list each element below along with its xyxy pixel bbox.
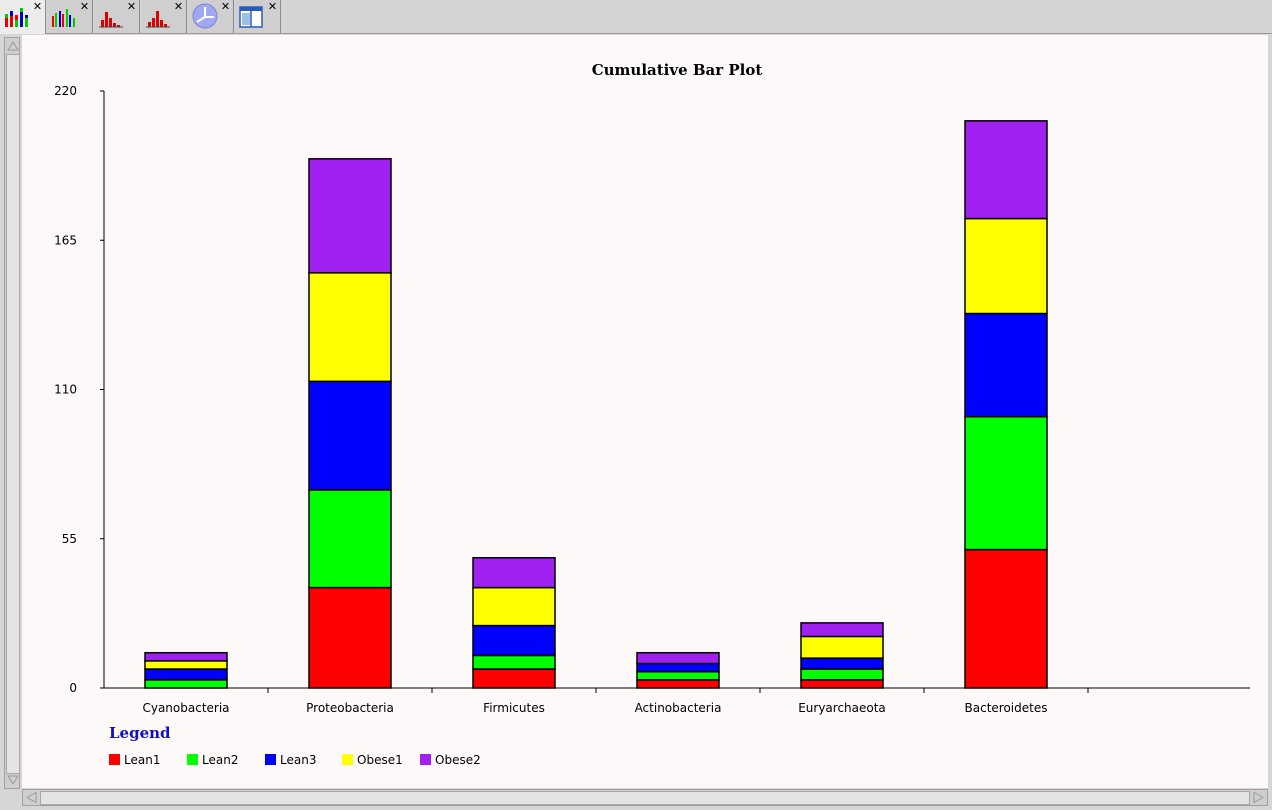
x-tick-label: Cyanobacteria: [142, 701, 229, 715]
x-tick-label: Firmicutes: [483, 701, 545, 715]
legend-label: Lean1: [124, 753, 161, 767]
y-tick-label: 165: [54, 233, 77, 247]
horizontal-scroll-thumb[interactable]: [40, 791, 1250, 805]
bar-segment-obese1: [144, 660, 228, 670]
grouped-bar-chart-icon: [51, 6, 77, 32]
histogram-icon: [98, 6, 124, 32]
bar-segment-lean1: [800, 679, 884, 689]
vertical-scroll-thumb[interactable]: [6, 54, 20, 774]
bar-segment-lean2: [472, 654, 556, 670]
bar-segment-obese2: [964, 120, 1048, 220]
bar-segment-obese2: [636, 651, 720, 665]
scroll-down-arrow-icon[interactable]: [6, 773, 20, 787]
tab-histogram-2[interactable]: ✕: [141, 0, 187, 33]
axes-plot-icon: [192, 3, 218, 33]
horizontal-scrollbar[interactable]: [22, 789, 1268, 806]
bar-segment-obese1: [472, 586, 556, 627]
close-tab-icon[interactable]: ✕: [267, 0, 278, 13]
bar-segment-lean2: [636, 670, 720, 681]
bar-segment-lean3: [472, 624, 556, 657]
bar-segment-obese1: [308, 272, 392, 383]
legend-label: Obese2: [435, 753, 481, 767]
close-tab-icon[interactable]: ✕: [173, 0, 184, 13]
bar-segment-lean2: [144, 679, 228, 689]
histogram-icon: [145, 6, 171, 32]
table-window-icon: [239, 6, 263, 32]
tab-histogram-1[interactable]: ✕: [94, 0, 140, 33]
bar-segment-lean1: [472, 668, 556, 689]
bar-segment-lean3: [964, 312, 1048, 418]
plot-area: Cumulative Bar Plot 0 55 110 165 220 Cyanobac…: [22, 35, 1268, 788]
legend-label: Lean3: [280, 753, 317, 767]
bar-segment-obese1: [800, 635, 884, 659]
y-tick-label: 110: [54, 383, 77, 397]
y-tick-label: 0: [69, 681, 77, 695]
bar-segment-lean1: [636, 679, 720, 689]
x-tick-label: Bacteroidetes: [965, 701, 1048, 715]
legend-swatch: [109, 754, 120, 765]
bar-segment-obese2: [472, 556, 556, 589]
legend-label: Obese1: [357, 753, 403, 767]
close-tab-icon[interactable]: ✕: [32, 0, 43, 13]
legend-swatch: [420, 754, 431, 765]
stacked-bar-chart-icon: [4, 6, 30, 32]
bar-segment-lean2: [800, 668, 884, 681]
tab-table-window[interactable]: ✕: [235, 0, 281, 33]
close-tab-icon[interactable]: ✕: [79, 0, 90, 13]
tab-axes-plot[interactable]: ✕: [188, 0, 234, 33]
bar-segment-obese2: [308, 158, 392, 274]
bar-segment-lean3: [800, 657, 884, 670]
legend-label: Lean2: [202, 753, 239, 767]
chart-title: Cumulative Bar Plot: [591, 61, 763, 79]
legend-title: Legend: [109, 724, 171, 742]
x-tick-label: Euryarchaeota: [798, 701, 886, 715]
bar-segment-lean1: [308, 586, 392, 689]
vertical-scrollbar[interactable]: [4, 37, 20, 789]
tab-stacked-bar-chart[interactable]: ✕: [0, 0, 46, 34]
bar-segment-lean2: [308, 489, 392, 589]
x-tick-label: Proteobacteria: [306, 701, 394, 715]
bar-segment-lean3: [144, 668, 228, 681]
bar-segment-lean2: [964, 415, 1048, 551]
stacked-bar-chart: 0 55 110 165 220 Cyanobacteria Proteobacteria F…: [54, 84, 1250, 715]
tab-grouped-bar-chart[interactable]: ✕: [47, 0, 93, 33]
scroll-right-arrow-icon[interactable]: [1252, 791, 1266, 804]
bar-segment-lean1: [964, 548, 1048, 689]
legend-swatch: [187, 754, 198, 765]
close-tab-icon[interactable]: ✕: [126, 0, 137, 13]
bar-segment-lean3: [636, 662, 720, 673]
x-tick-label: Actinobacteria: [635, 701, 722, 715]
close-tab-icon[interactable]: ✕: [220, 0, 231, 13]
legend-swatch: [342, 754, 353, 765]
bar-segment-obese2: [144, 651, 228, 662]
legend-swatch: [265, 754, 276, 765]
bar-segment-obese1: [964, 217, 1048, 315]
y-tick-label: 220: [54, 84, 77, 98]
scroll-left-arrow-icon[interactable]: [24, 791, 38, 804]
scroll-up-arrow-icon[interactable]: [6, 39, 20, 53]
bar-segment-obese2: [800, 622, 884, 638]
y-tick-label: 55: [62, 532, 77, 546]
tab-bar: ✕ ✕ ✕ ✕: [0, 0, 1272, 34]
bar-segment-lean3: [308, 380, 392, 491]
